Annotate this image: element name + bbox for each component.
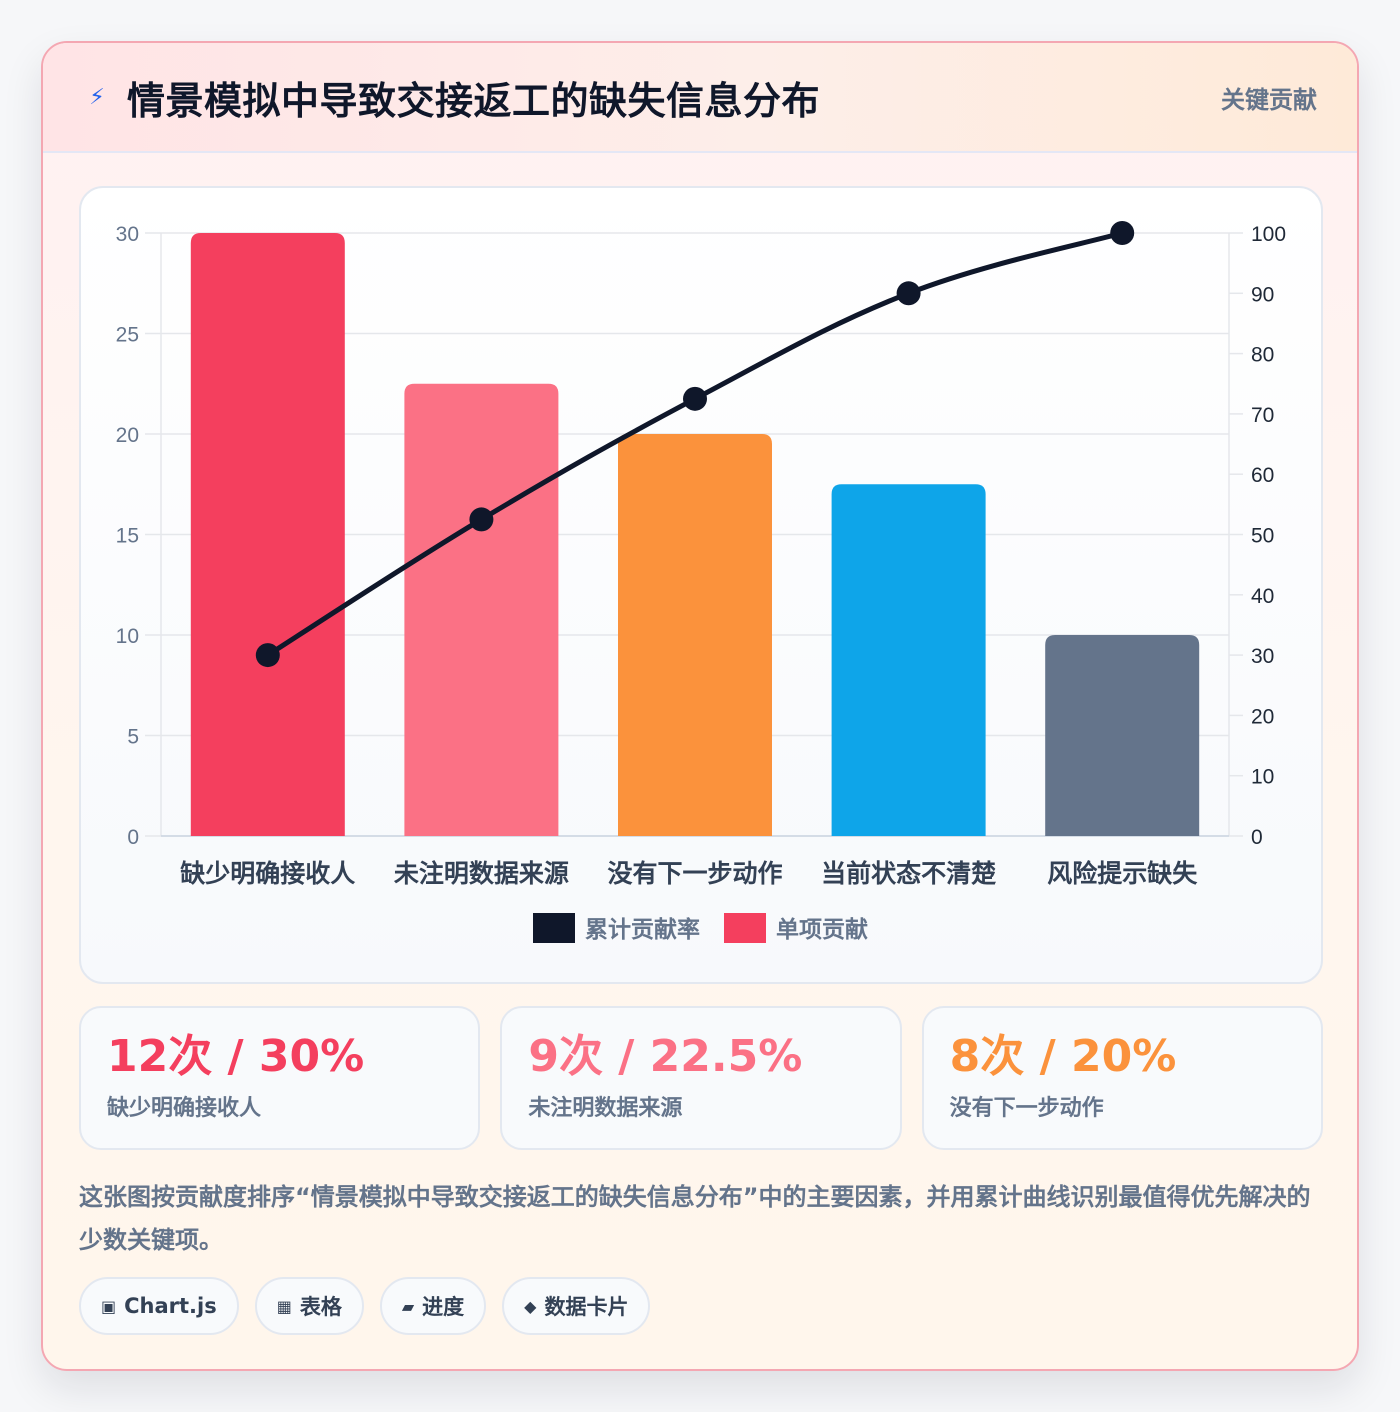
y2-tick-label: 0 xyxy=(1251,826,1263,849)
x-tick-label: 缺少明确接收人 xyxy=(180,859,355,888)
stat-label: 缺少明确接收人 xyxy=(107,1096,262,1121)
legend-swatch xyxy=(724,913,766,943)
tag-label: 表格 xyxy=(299,1295,342,1319)
y-tick-label: 0 xyxy=(127,826,139,849)
cumulative-point xyxy=(683,386,707,411)
y-tick-label: 20 xyxy=(116,424,139,447)
bar xyxy=(1045,635,1200,836)
stat-value: 8次 / 20% xyxy=(949,1031,1177,1082)
diamond-icon: ◆ xyxy=(524,1296,537,1316)
tag-label: 进度 xyxy=(422,1295,465,1319)
stat-cards: 12次 / 30% 缺少明确接收人 9次 / 22.5% 未注明数据来源 8次 … xyxy=(79,1006,1323,1150)
stat-label: 没有下一步动作 xyxy=(949,1096,1104,1121)
stat-label: 未注明数据来源 xyxy=(528,1096,683,1121)
page-title: 情景模拟中导致交接返工的缺失信息分布 xyxy=(127,78,821,123)
stat-value: 9次 / 22.5% xyxy=(528,1031,803,1082)
legend-label: 单项贡献 xyxy=(776,916,868,942)
y-tick-label: 30 xyxy=(116,223,139,246)
cumulative-point xyxy=(896,281,921,306)
cumulative-point xyxy=(255,643,280,668)
legend-swatch xyxy=(533,913,575,943)
tag-label: Chart.js xyxy=(124,1294,217,1318)
y2-tick-label: 10 xyxy=(1251,766,1274,789)
y2-tick-label: 70 xyxy=(1251,404,1274,427)
stat-card: 12次 / 30% 缺少明确接收人 xyxy=(79,1006,481,1150)
table-icon: ▦ xyxy=(276,1296,292,1316)
stat-value: 12次 / 30% xyxy=(107,1031,365,1082)
x-tick-label: 没有下一步动作 xyxy=(607,860,782,888)
card-header: ⚡︎ 情景模拟中导致交接返工的缺失信息分布 关键贡献 xyxy=(43,43,1357,153)
y2-tick-label: 30 xyxy=(1251,645,1274,668)
y-tick-label: 10 xyxy=(116,625,139,648)
y2-tick-label: 60 xyxy=(1251,464,1274,487)
cumulative-point xyxy=(1110,221,1135,245)
y-tick-label: 5 xyxy=(127,726,139,749)
chart-panel: 0 5 10 15 20 25 30 0 10 20 30 40 50 60 70 80 90 100 缺少明确接收… xyxy=(79,186,1323,984)
y2-tick-label: 20 xyxy=(1251,705,1274,728)
header-tag: 关键贡献 xyxy=(1221,85,1317,114)
cumulative-point xyxy=(469,507,494,532)
legend-label: 累计贡献率 xyxy=(585,916,700,942)
title-group: ⚡︎ 情景模拟中导致交接返工的缺失信息分布 xyxy=(85,70,820,125)
y2-tick-label: 80 xyxy=(1251,344,1274,367)
bar xyxy=(831,484,986,836)
tag-data-card[interactable]: ◆ 数据卡片 xyxy=(502,1277,651,1335)
pareto-chart: 0 5 10 15 20 25 30 0 10 20 30 40 50 60 70 80 90 100 缺少明确接收… xyxy=(116,221,1286,943)
stat-card: 9次 / 22.5% 未注明数据来源 xyxy=(500,1006,902,1150)
y2-tick-label: 50 xyxy=(1251,525,1274,548)
tag-chartjs[interactable]: ▣ Chart.js xyxy=(79,1277,239,1335)
bar xyxy=(618,434,772,836)
chart-description: 这张图按贡献度排序“情景模拟中导致交接返工的缺失信息分布”中的主要因素，并用累计… xyxy=(79,1183,1311,1254)
x-tick-label: 当前状态不清楚 xyxy=(821,859,996,888)
x-tick-label: 未注明数据来源 xyxy=(394,859,569,888)
y2-tick-label: 90 xyxy=(1251,283,1274,306)
tag-list: ▣ Chart.js ▦ 表格 ▰ 进度 ◆ 数据卡片 xyxy=(79,1277,651,1335)
bar xyxy=(404,383,559,836)
y-tick-label: 25 xyxy=(116,324,139,347)
chart-card: ⚡︎ 情景模拟中导致交接返工的缺失信息分布 关键贡献 0 5 10 15 20 25 30 0… xyxy=(41,41,1359,1371)
stat-card: 8次 / 20% 没有下一步动作 xyxy=(921,1006,1323,1150)
tag-label: 数据卡片 xyxy=(544,1295,629,1319)
x-tick-label: 风险提示缺失 xyxy=(1047,859,1198,888)
bar xyxy=(190,233,345,836)
y-tick-label: 15 xyxy=(116,525,139,548)
lightning-icon: ⚡︎ xyxy=(89,84,105,110)
tag-progress[interactable]: ▰ 进度 xyxy=(379,1277,487,1335)
y2-tick-label: 40 xyxy=(1251,585,1274,608)
chip-icon: ▣ xyxy=(101,1296,117,1316)
progress-icon: ▰ xyxy=(401,1296,415,1316)
y2-tick-label: 100 xyxy=(1251,223,1286,246)
tag-table[interactable]: ▦ 表格 xyxy=(254,1277,364,1335)
